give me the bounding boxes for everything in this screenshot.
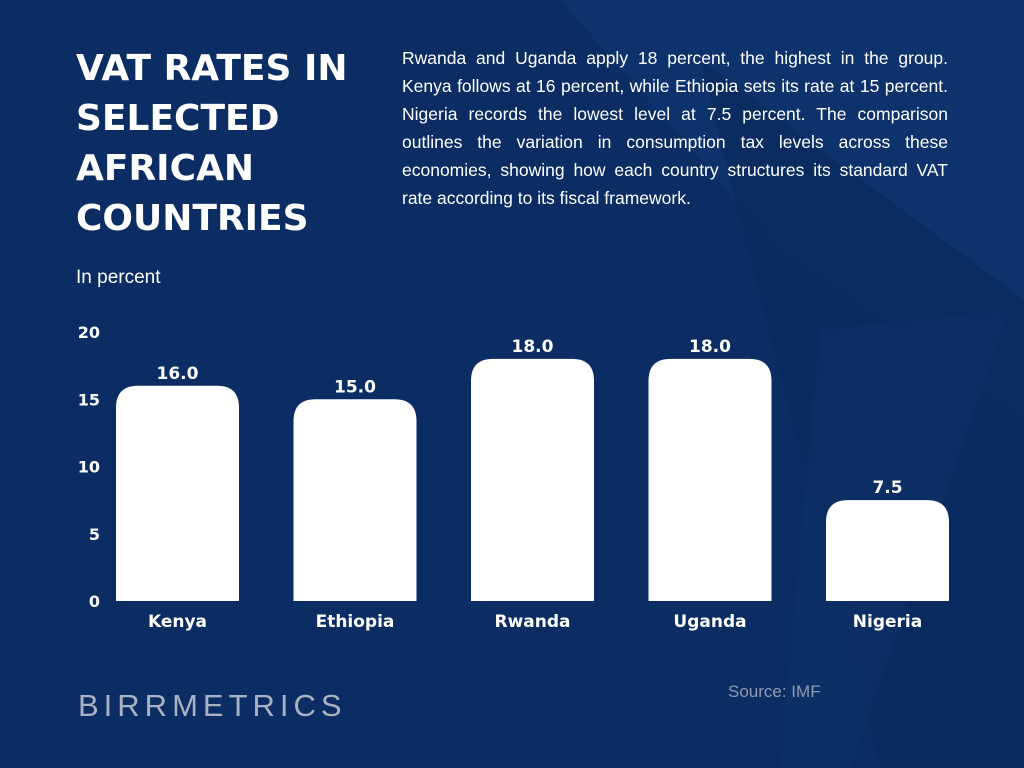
bars-group: 16.0 Kenya 15.0 Ethiopia 18.0 Rwanda 18.0 Ugand… xyxy=(116,337,949,632)
vat-bar-chart: 0 5 10 15 20 16.0 Kenya 15.0 Ethiopia 18.0 Rwanda… xyxy=(78,323,949,632)
category-label: Nigeria xyxy=(853,612,922,632)
bar-uganda xyxy=(648,358,772,601)
category-label: Uganda xyxy=(673,612,746,632)
y-tick-label: 0 xyxy=(89,592,100,611)
category-label: Kenya xyxy=(148,612,207,632)
chart-description: Rwanda and Uganda apply 18 percent, the … xyxy=(402,48,948,208)
y-tick-label: 10 xyxy=(78,458,100,477)
page-title: VAT RATES IN SELECTED AFRICAN COUNTRIES xyxy=(76,48,348,239)
bar-rwanda xyxy=(471,358,594,601)
bar-value-label: 7.5 xyxy=(872,478,902,498)
bar-nigeria xyxy=(826,500,949,601)
unit-label: In percent xyxy=(76,267,161,288)
bar-ethiopia xyxy=(293,399,417,601)
bar-value-label: 16.0 xyxy=(157,364,199,384)
bar-value-label: 15.0 xyxy=(334,377,376,397)
bar-value-label: 18.0 xyxy=(512,337,554,357)
brand-logo-text: BIRRMETRICS xyxy=(78,688,347,723)
y-tick-label: 20 xyxy=(78,323,100,342)
category-label: Rwanda xyxy=(494,612,570,632)
bar-value-label: 18.0 xyxy=(689,337,731,357)
source-note: Source: IMF xyxy=(728,682,821,701)
y-tick-label: 5 xyxy=(89,525,100,544)
category-label: Ethiopia xyxy=(316,612,395,632)
y-tick-label: 15 xyxy=(78,390,100,409)
y-axis-ticks: 0 5 10 15 20 xyxy=(78,323,100,611)
bar-kenya xyxy=(116,385,239,601)
